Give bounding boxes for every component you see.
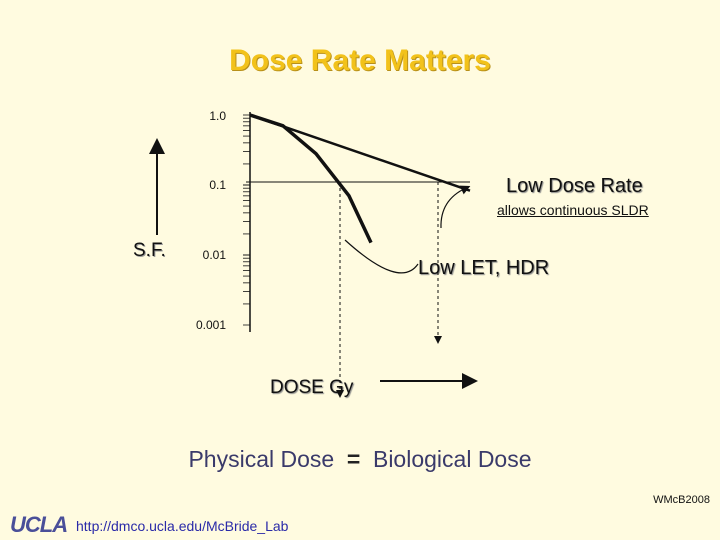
- not-equal-symbol: =: [341, 446, 367, 473]
- y-tick-label: 0.1: [209, 178, 226, 192]
- low-dose-rate-label: Low Dose Rate: [506, 175, 643, 197]
- hdr-connector: [344, 239, 419, 274]
- equal-sign: =: [346, 446, 361, 472]
- dose-statement: Physical Dose = Biological Dose: [0, 446, 720, 473]
- page-title: Dose Rate Matters: [229, 44, 491, 77]
- ucla-logo: UCLA: [10, 512, 68, 537]
- y-tick-label: 1.0: [209, 109, 226, 123]
- sldr-curve-arrow: [440, 185, 471, 229]
- biological-dose-text: Biological Dose: [372, 446, 532, 472]
- y-axis-minor-ticks: [243, 114, 250, 326]
- hdr-series: [249, 113, 373, 244]
- physical-dose-text: Physical Dose: [188, 446, 335, 472]
- x-axis-label: DOSE Gy: [270, 377, 354, 398]
- series-layer: [249, 113, 471, 244]
- y-tick-label: 0.01: [202, 248, 226, 262]
- hdr-label: Low LET, HDR: [418, 257, 550, 279]
- credit-text: WMcB2008: [653, 494, 710, 506]
- lab-url-link[interactable]: http://dmco.ucla.edu/McBride_Lab: [76, 518, 289, 534]
- sldr-note: allows continuous SLDR: [497, 202, 649, 218]
- y-tick-label: 0.001: [195, 318, 226, 332]
- y-axis-label: S.F.: [133, 240, 166, 261]
